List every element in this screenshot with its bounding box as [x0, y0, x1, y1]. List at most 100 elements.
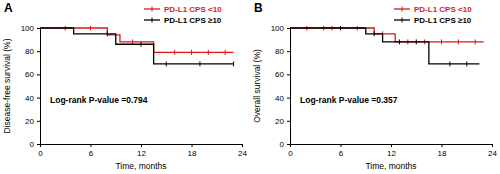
x-tick: 12 [387, 144, 396, 158]
y-tick-mark [37, 28, 40, 29]
censor-mark [225, 50, 226, 55]
annotation: Log-rank P-value =0.794 [50, 95, 148, 105]
x-tick: 12 [137, 144, 146, 158]
y-axis-title: Overall survival (%) [252, 49, 262, 123]
censor-mark [475, 39, 476, 44]
legend-marker [402, 7, 403, 12]
y-tick: 60 [275, 70, 290, 79]
censor-mark [458, 39, 459, 44]
survival-curve [290, 28, 484, 42]
censor-mark [90, 26, 91, 31]
y-tick-mark [287, 144, 290, 145]
censor-mark [449, 61, 450, 66]
x-axis: 0 6 12 18 24 [288, 144, 497, 158]
y-tick-label: 60 [275, 70, 284, 79]
x-tick: 6 [339, 144, 344, 158]
x-tick-label: 6 [339, 149, 344, 158]
censor-mark [107, 31, 108, 36]
censor-mark [174, 50, 175, 55]
x-tick-mark [242, 144, 243, 147]
censor-mark [399, 39, 400, 44]
x-axis: 0 6 12 18 24 [38, 144, 247, 158]
x-tick-mark [91, 144, 92, 147]
panel: B06121824020406080100Time, monthsOverall… [252, 1, 497, 171]
x-tick: 18 [188, 144, 197, 158]
censor-mark [466, 61, 467, 66]
y-tick: 40 [25, 94, 40, 103]
y-axis-line [37, 29, 41, 145]
y-tick-mark [287, 28, 290, 29]
x-tick-label: 0 [288, 149, 293, 158]
y-tick-mark [287, 121, 290, 122]
x-tick: 24 [238, 144, 247, 158]
y-tick-mark [287, 74, 290, 75]
y-tick-label: 100 [21, 24, 35, 33]
annotation: Log-rank P-value =0.357 [300, 95, 398, 105]
censor-mark [208, 50, 209, 55]
figure: A06121824020406080100Time, monthsDisease… [0, 0, 500, 174]
x-tick-label: 12 [137, 149, 146, 158]
y-tick: 100 [271, 24, 290, 33]
x-tick: 6 [89, 144, 94, 158]
y-tick: 0 [280, 140, 290, 149]
censor-mark [191, 50, 192, 55]
y-tick-label: 80 [25, 47, 34, 56]
legend-marker [402, 18, 403, 23]
y-tick-mark [37, 74, 40, 75]
y-tick: 100 [21, 24, 40, 33]
marks [40, 26, 234, 66]
legend-marker [152, 7, 153, 12]
legend-label: PD-L1 CPS <10 [164, 5, 222, 14]
y-tick-label: 20 [25, 117, 34, 126]
x-axis-line [41, 145, 243, 148]
y-axis: 0 20 40 60 80 100 [21, 24, 41, 149]
panel: A06121824020406080100Time, monthsDisease… [2, 1, 247, 171]
x-axis-title: Time, months [365, 161, 416, 171]
y-tick-label: 60 [25, 70, 34, 79]
y-tick-label: 100 [271, 24, 285, 33]
x-tick-label: 18 [438, 149, 447, 158]
censor-mark [416, 39, 417, 44]
legend-label: PD-L1 CPS ≥10 [414, 16, 472, 25]
y-tick: 20 [275, 117, 290, 126]
y-tick-label: 80 [275, 47, 284, 56]
y-tick-mark [37, 51, 40, 52]
x-tick-label: 18 [188, 149, 197, 158]
y-tick-mark [287, 51, 290, 52]
x-tick: 0 [38, 144, 43, 158]
x-tick-mark [492, 144, 493, 147]
x-tick-label: 0 [38, 149, 43, 158]
x-tick-label: 6 [89, 149, 94, 158]
censor-mark [233, 61, 234, 66]
x-tick-label: 24 [238, 149, 247, 158]
x-tick: 24 [488, 144, 497, 158]
y-tick-label: 0 [30, 140, 35, 149]
x-tick-mark [192, 144, 193, 147]
legend: PD-L1 CPS <10 PD-L1 CPS ≥10 [144, 5, 222, 25]
y-tick-mark [287, 98, 290, 99]
x-tick-label: 12 [387, 149, 396, 158]
survival-curve [290, 28, 479, 64]
legend-label: PD-L1 CPS ≥10 [164, 16, 222, 25]
y-tick: 80 [275, 47, 290, 56]
censor-mark [441, 39, 442, 44]
y-axis: 0 20 40 60 80 100 [271, 24, 291, 149]
survival-curve [40, 28, 234, 52]
x-tick-mark [442, 144, 443, 147]
censor-mark [141, 42, 142, 47]
x-tick: 18 [438, 144, 447, 158]
y-tick-label: 20 [275, 117, 284, 126]
censor-mark [374, 31, 375, 36]
y-axis-line [287, 29, 291, 145]
y-tick: 0 [30, 140, 40, 149]
marks [290, 26, 484, 66]
y-tick: 80 [25, 47, 40, 56]
survival-curve [40, 28, 234, 64]
plot: 0 6 12 18 24 0 20 40 60 80 100 [21, 24, 248, 158]
panel-title: A [4, 1, 13, 15]
x-axis-line [291, 145, 493, 148]
y-tick-mark [37, 144, 40, 145]
x-tick-mark [141, 144, 142, 147]
x-tick-mark [391, 144, 392, 147]
y-tick: 40 [275, 94, 290, 103]
